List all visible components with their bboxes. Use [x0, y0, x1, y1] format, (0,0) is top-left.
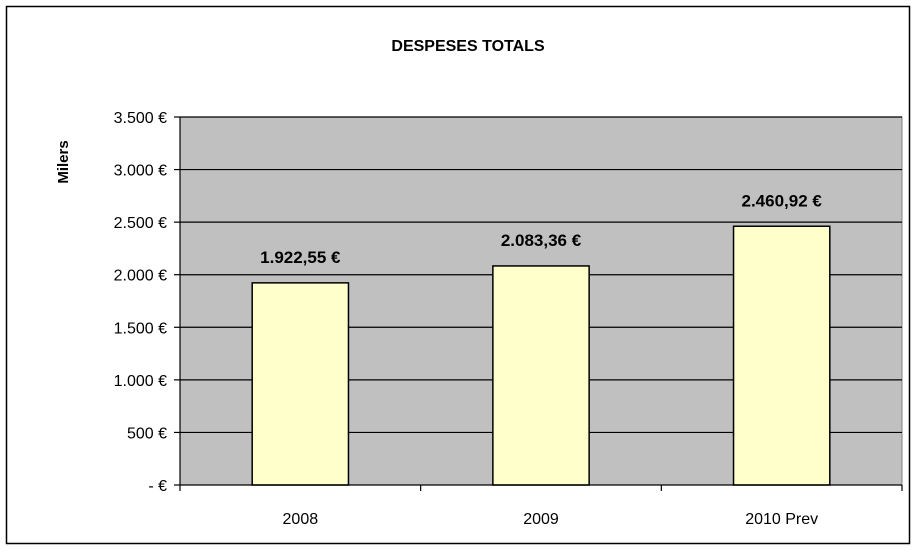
bar-0 [251, 282, 350, 486]
x-axis-ticks [179, 485, 903, 491]
y-tick-label: 2.000 € [114, 268, 167, 285]
bar-1 [492, 265, 590, 486]
x-tick-label-1: 2009 [523, 511, 559, 528]
data-labels: 1.922,55 € 2.083,36 € 2.460,92 € [260, 191, 822, 267]
x-axis-tick-labels: 2008 2009 2010 Prev [283, 511, 819, 528]
y-tick-label: 500 € [127, 425, 167, 442]
data-label-2: 2.460,92 € [741, 191, 822, 210]
y-tick-label: 3.000 € [114, 163, 167, 180]
chart-title: DESPESES TOTALS [391, 38, 545, 55]
data-label-1: 2.083,36 € [501, 231, 582, 250]
y-tick-label: 2.500 € [114, 215, 167, 232]
y-tick-label: 1.500 € [114, 320, 167, 337]
bars [251, 225, 831, 486]
x-tick-label-0: 2008 [283, 511, 319, 528]
bar-2 [732, 225, 831, 486]
y-axis-ticks [174, 116, 180, 486]
y-tick-label: 3.500 € [114, 110, 167, 127]
y-axis-label: Milers [55, 140, 72, 183]
y-tick-label: - € [148, 478, 167, 495]
y-axis-tick-labels: - € 500 € 1.000 € 1.500 € 2.000 € 2.500 € 3.00… [114, 110, 167, 495]
data-label-0: 1.922,55 € [260, 248, 341, 267]
x-tick-label-2: 2010 Prev [745, 511, 818, 528]
y-tick-label: 1.000 € [114, 373, 167, 390]
